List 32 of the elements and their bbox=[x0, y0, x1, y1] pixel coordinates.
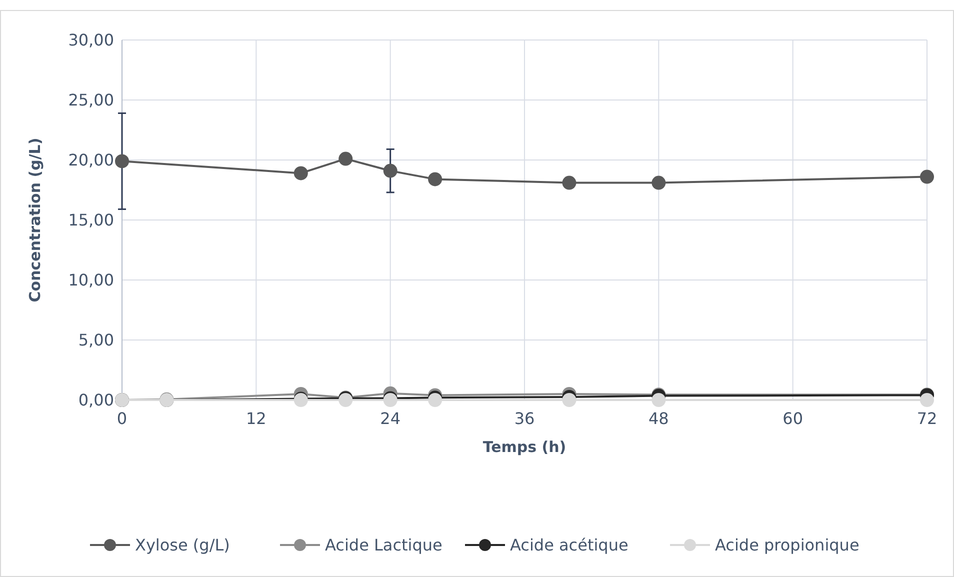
point bbox=[920, 393, 934, 407]
point bbox=[652, 176, 666, 190]
y-tick-label: 5,00 bbox=[78, 330, 114, 350]
legend-label: Xylose (g/L) bbox=[135, 536, 230, 555]
y-axis-title: Concentration (g/L) bbox=[26, 138, 44, 302]
x-tick-label: 0 bbox=[116, 409, 128, 428]
point bbox=[562, 393, 576, 407]
legend-label: Acide propionique bbox=[715, 536, 860, 555]
point bbox=[383, 164, 398, 178]
point bbox=[294, 166, 308, 180]
x-tick-label: 48 bbox=[648, 409, 669, 428]
x-axis-title: Temps (h) bbox=[482, 438, 566, 456]
x-tick-label: 72 bbox=[916, 409, 938, 428]
legend-label: Acide acétique bbox=[510, 536, 628, 555]
x-tick-label: 12 bbox=[246, 409, 266, 428]
y-tick-label: 0,00 bbox=[78, 390, 114, 410]
y-tick-label: 25,00 bbox=[68, 90, 114, 110]
y-tick-label: 20,00 bbox=[68, 150, 114, 170]
point bbox=[428, 393, 442, 407]
point bbox=[115, 154, 129, 168]
point bbox=[920, 170, 934, 184]
point bbox=[562, 176, 576, 190]
point bbox=[652, 393, 666, 407]
x-tick-label: 60 bbox=[782, 409, 804, 428]
legend-label: Acide Lactique bbox=[325, 536, 442, 555]
point bbox=[338, 152, 353, 166]
x-tick-label: 24 bbox=[380, 409, 401, 428]
y-tick-label: 30,00 bbox=[68, 30, 114, 50]
y-tick-label: 15,00 bbox=[68, 210, 114, 230]
y-tick-label: 10,00 bbox=[68, 270, 114, 290]
x-tick-label: 36 bbox=[514, 409, 535, 428]
point bbox=[428, 172, 442, 186]
